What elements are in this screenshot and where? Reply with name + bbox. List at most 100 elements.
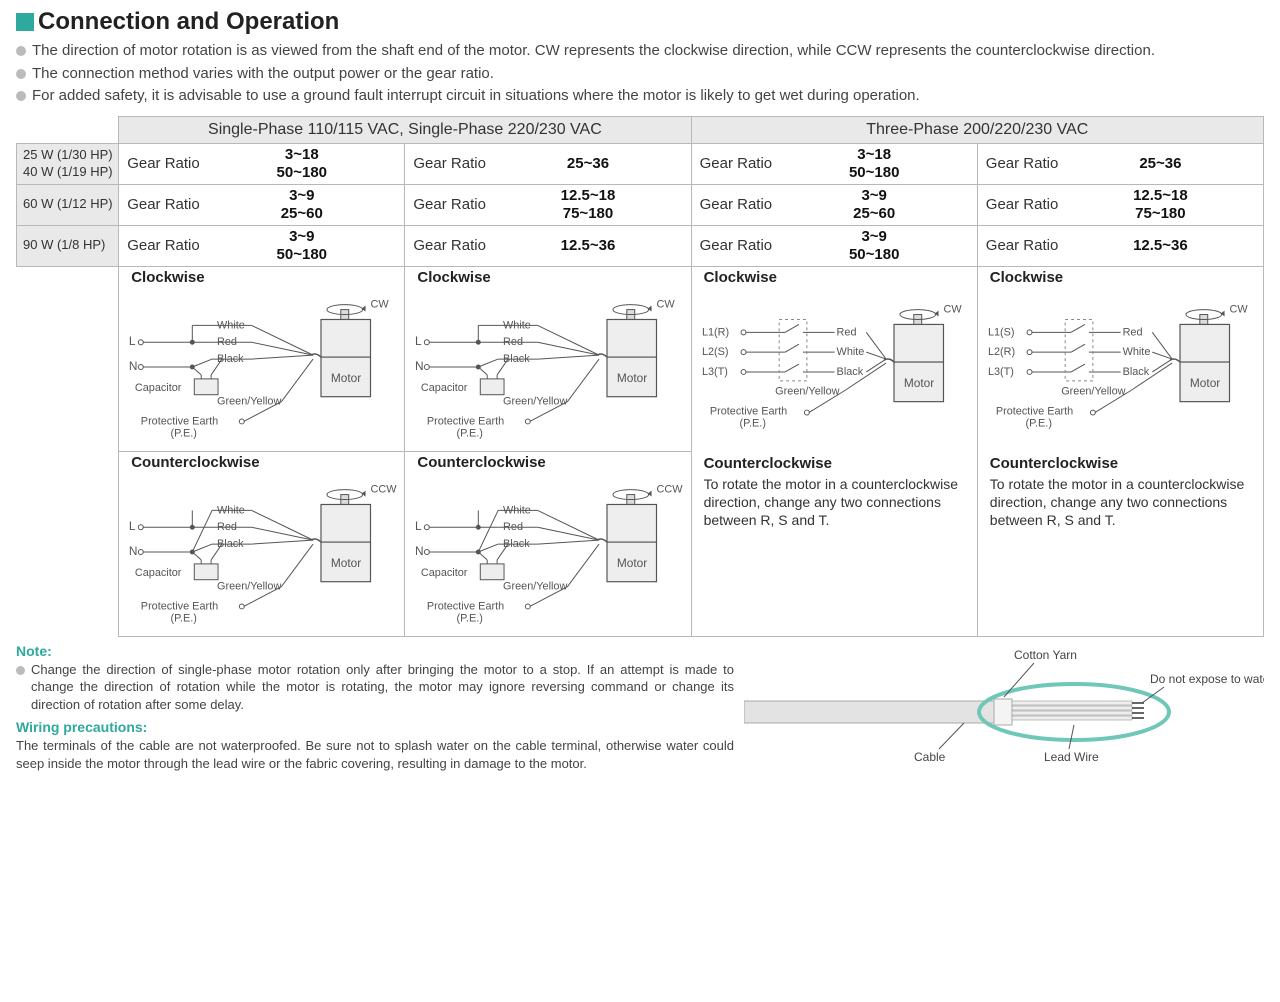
- svg-text:(P.E.): (P.E.): [171, 612, 197, 624]
- diagram-ccw-single-2: Counterclockwise CCWMotorLNWhiteRedBlack…: [405, 451, 691, 636]
- svg-text:Protective Earth: Protective Earth: [141, 415, 218, 427]
- gear-cell: Gear Ratio3~1850~180: [119, 143, 405, 184]
- cable-diagram-icon: Cotton YarnDo not expose to waterCableLe…: [744, 643, 1264, 773]
- svg-text:L1(S): L1(S): [988, 326, 1015, 338]
- svg-text:L: L: [415, 519, 422, 533]
- direction-label: Clockwise: [409, 267, 686, 287]
- power-value: 40 W (1/19 HP): [23, 164, 113, 179]
- direction-label: Clockwise: [696, 267, 973, 287]
- bullet-icon: [16, 666, 25, 675]
- gear-value: 12.5~36: [1133, 237, 1188, 254]
- svg-text:L: L: [415, 334, 422, 348]
- table-row: 25 W (1/30 HP) 40 W (1/19 HP) Gear Ratio…: [17, 143, 1264, 184]
- svg-text:Cable: Cable: [914, 750, 946, 764]
- gear-value: 3~9: [861, 187, 886, 204]
- svg-text:N: N: [129, 358, 138, 372]
- gear-value: 3~9: [861, 228, 886, 245]
- heading-square-icon: [16, 13, 34, 31]
- svg-text:CW: CW: [943, 303, 962, 315]
- gear-cell: Gear Ratio 25~36: [405, 143, 691, 184]
- svg-text:L: L: [129, 519, 136, 533]
- svg-text:L2(R): L2(R): [988, 346, 1015, 358]
- svg-text:Protective Earth: Protective Earth: [427, 415, 504, 427]
- table-row: Single-Phase 110/115 VAC, Single-Phase 2…: [17, 116, 1264, 143]
- gear-ratio-label: Gear Ratio: [696, 155, 776, 172]
- svg-text:CCW: CCW: [657, 483, 684, 495]
- three-phase-header: Three-Phase 200/220/230 VAC: [691, 116, 1263, 143]
- wiring-text: The terminals of the cable are not water…: [16, 737, 734, 772]
- svg-text:L3(T): L3(T): [702, 365, 728, 377]
- bullet-text: For added safety, it is advisable to use…: [32, 85, 920, 108]
- svg-text:N: N: [129, 543, 138, 557]
- svg-text:L2(S): L2(S): [702, 346, 729, 358]
- svg-text:(P.E.): (P.E.): [457, 427, 483, 439]
- svg-text:(P.E.): (P.E.): [1025, 417, 1051, 429]
- bullet-text: The direction of motor rotation is as vi…: [32, 40, 1155, 63]
- table-row: 90 W (1/8 HP) Gear Ratio3~950~180 Gear R…: [17, 225, 1264, 266]
- diagram-three-2: Clockwise CWMotorL1(S)RedL2(R)WhiteL3(T)…: [977, 266, 1263, 636]
- gear-ratio-label: Gear Ratio: [696, 237, 776, 254]
- notes-section: Note: Change the direction of single-pha…: [16, 643, 1264, 779]
- gear-value: 12.5~18: [1133, 187, 1188, 204]
- gear-value: 50~180: [277, 246, 327, 263]
- svg-text:Protective Earth: Protective Earth: [996, 405, 1073, 417]
- bullet-item: For added safety, it is advisable to use…: [16, 85, 1264, 108]
- section-heading: Connection and Operation: [16, 8, 1264, 36]
- gear-ratio-label: Gear Ratio: [123, 196, 203, 213]
- ccw-instruction: To rotate the motor in a counterclockwis…: [982, 473, 1259, 536]
- bullet-item: The connection method varies with the ou…: [16, 63, 1264, 86]
- ccw-instruction: To rotate the motor in a counterclockwis…: [696, 473, 973, 536]
- gear-cell: Gear Ratio25~36: [977, 143, 1263, 184]
- svg-text:Motor: Motor: [903, 375, 933, 389]
- gear-value: 50~180: [849, 246, 899, 263]
- svg-text:Green/Yellow: Green/Yellow: [217, 580, 281, 592]
- gear-value: 75~180: [563, 205, 613, 222]
- direction-label: Clockwise: [982, 267, 1259, 287]
- svg-text:Motor: Motor: [617, 555, 647, 569]
- gear-cell: Gear Ratio12.5~1875~180: [977, 184, 1263, 225]
- note-text: Change the direction of single-phase mot…: [31, 661, 734, 714]
- svg-text:L1(R): L1(R): [702, 326, 729, 338]
- power-value: 90 W (1/8 HP): [23, 237, 105, 252]
- svg-text:Green/Yellow: Green/Yellow: [1061, 385, 1125, 397]
- gear-cell: Gear Ratio3~950~180: [119, 225, 405, 266]
- svg-text:Capacitor: Capacitor: [135, 381, 182, 393]
- svg-text:CCW: CCW: [371, 483, 398, 495]
- wiring-diagram-icon: CWMotorLNWhiteRedBlackCapacitorGreen/Yel…: [123, 287, 400, 447]
- note-body: Change the direction of single-phase mot…: [16, 661, 734, 714]
- svg-text:(P.E.): (P.E.): [457, 612, 483, 624]
- gear-value: 25~36: [567, 155, 609, 172]
- svg-text:CW: CW: [1229, 303, 1248, 315]
- power-value: 60 W (1/12 HP): [23, 196, 113, 211]
- power-label: 60 W (1/12 HP): [17, 184, 119, 225]
- note-heading: Note:: [16, 643, 734, 659]
- gear-ratio-label: Gear Ratio: [982, 196, 1062, 213]
- wiring-diagram-icon: CWMotorL1(R)RedL2(S)WhiteL3(T)BlackGreen…: [696, 287, 973, 447]
- svg-text:Black: Black: [1122, 365, 1149, 377]
- gear-cell: Gear Ratio 12.5~36: [977, 225, 1263, 266]
- svg-text:Capacitor: Capacitor: [135, 566, 182, 578]
- gear-value: 25~60: [853, 205, 895, 222]
- svg-text:Protective Earth: Protective Earth: [709, 405, 786, 417]
- diagram-cw-single-1: Clockwise CWMotorLNWhiteRedBlackCapacito…: [119, 266, 405, 451]
- bullet-item: The direction of motor rotation is as vi…: [16, 40, 1264, 63]
- bullet-text: The connection method varies with the ou…: [32, 63, 494, 86]
- gear-ratio-label: Gear Ratio: [409, 237, 489, 254]
- gear-ratio-label: Gear Ratio: [982, 237, 1062, 254]
- gear-ratio-label: Gear Ratio: [123, 237, 203, 254]
- svg-text:Cotton Yarn: Cotton Yarn: [1014, 648, 1077, 662]
- svg-text:Green/Yellow: Green/Yellow: [503, 395, 567, 407]
- svg-text:Do not expose to water: Do not expose to water: [1150, 672, 1264, 686]
- svg-text:Protective Earth: Protective Earth: [141, 600, 218, 612]
- svg-text:L3(T): L3(T): [988, 365, 1014, 377]
- svg-text:(P.E.): (P.E.): [171, 427, 197, 439]
- direction-label: Counterclockwise: [982, 453, 1259, 473]
- table-row: Clockwise CWMotorLNWhiteRedBlackCapacito…: [17, 266, 1264, 451]
- svg-text:Green/Yellow: Green/Yellow: [217, 395, 281, 407]
- gear-ratio-label: Gear Ratio: [409, 155, 489, 172]
- intro-bullets: The direction of motor rotation is as vi…: [16, 40, 1264, 108]
- svg-text:Green/Yellow: Green/Yellow: [775, 385, 839, 397]
- bullet-icon: [16, 69, 26, 79]
- bullet-icon: [16, 91, 26, 101]
- direction-label: Clockwise: [123, 267, 400, 287]
